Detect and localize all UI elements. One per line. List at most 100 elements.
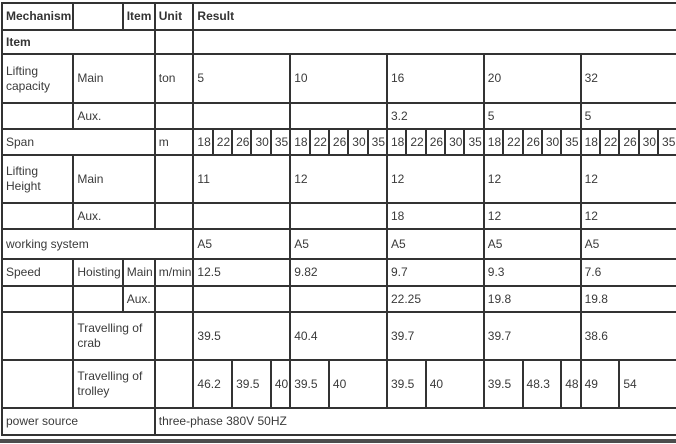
table-cell: Unit — [153, 2, 195, 31]
table-cell: 12 — [386, 154, 485, 204]
table-cell: 39.5 — [386, 359, 427, 409]
table-cell: 5 — [482, 102, 582, 130]
table-cell: Aux. — [72, 102, 156, 130]
table-cell: 32 — [579, 53, 676, 104]
table-cell: Lifting capacity — [0, 53, 75, 104]
table-cell: A5 — [192, 228, 292, 260]
table-cell: 35 — [657, 128, 676, 156]
table-cell: 39.7 — [386, 311, 485, 361]
table-cell: power source — [1, 407, 156, 436]
table-cell: 16 — [386, 53, 485, 104]
table-row: Mechanism Item Unit Result — [0, 2, 676, 31]
table-cell: 26 — [521, 128, 543, 156]
table-cell: 49 — [579, 359, 621, 409]
table-cell — [153, 202, 195, 230]
table-cell — [72, 285, 124, 313]
table-cell: 30 — [540, 128, 563, 156]
spec-table-body: Mechanism Item Unit Result Item Lifting capac… — [0, 2, 676, 436]
table-cell: Item — [121, 2, 156, 31]
table-cell: 26 — [618, 128, 640, 156]
table-cell: 9.7 — [386, 258, 485, 287]
table-cell: 22 — [598, 128, 621, 156]
table-cell: 12 — [482, 154, 582, 204]
table-cell — [153, 285, 195, 313]
table-cell: 12.5 — [192, 258, 292, 287]
table-cell: 30 — [444, 128, 466, 156]
table-cell — [0, 202, 75, 230]
table-cell — [153, 154, 195, 204]
table-cell: 30 — [637, 128, 660, 156]
table-cell: 39.5 — [192, 311, 292, 361]
table-cell: 7.6 — [579, 258, 676, 287]
table-cell — [289, 202, 388, 230]
table-row: Item — [1, 29, 676, 55]
table-cell: Speed — [0, 258, 75, 287]
table-cell: 35 — [269, 128, 292, 156]
table-cell: 12 — [289, 154, 388, 204]
table-cell: 9.3 — [482, 258, 582, 287]
table-cell: 22.25 — [386, 285, 485, 313]
table-cell — [0, 311, 75, 361]
table-cell: 35 — [463, 128, 485, 156]
table-cell: Mechanism — [0, 2, 75, 31]
table-cell: 26 — [424, 128, 447, 156]
table-cell: 39.5 — [482, 359, 524, 409]
table-row: Aux. 18 12 12 — [0, 202, 676, 230]
table-row: Lifting Height Main 11 12 12 12 12 — [0, 154, 676, 204]
table-cell: Travelling of trolley — [72, 359, 156, 409]
table-cell — [153, 359, 195, 409]
table-cell: 18 — [385, 128, 408, 156]
table-cell: 35 — [366, 128, 389, 156]
table-cell: 18 — [192, 128, 214, 156]
table-cell: m/min — [153, 258, 195, 287]
table-cell — [289, 102, 388, 130]
table-cell: Item — [1, 29, 156, 55]
table-row: Aux. 22.25 19.8 19.8 — [0, 285, 676, 313]
table-cell: A5 — [289, 228, 388, 260]
table-cell: 30 — [250, 128, 272, 156]
table-cell: 5 — [192, 53, 292, 104]
table-cell: Lifting Height — [0, 154, 75, 204]
table-cell: Travelling of crab — [72, 311, 156, 361]
table-cell: 12 — [482, 202, 582, 230]
table-cell — [0, 285, 75, 313]
table-cell: Aux. — [121, 285, 156, 313]
table-cell — [72, 2, 124, 31]
table-row: Travelling of trolley 46.2 39.5 40 39.5 40 39.… — [0, 359, 676, 409]
table-cell: 22 — [405, 128, 427, 156]
table-cell: 19.8 — [579, 285, 676, 313]
table-cell: 22 — [211, 128, 234, 156]
table-cell: 22 — [308, 128, 330, 156]
table-cell: 48.3 — [521, 359, 563, 409]
table-cell: 40 — [327, 359, 389, 409]
table-row: Lifting capacity Main ton 5 10 16 20 32 — [0, 53, 676, 104]
table-cell: 18 — [579, 128, 601, 156]
table-cell: 26 — [231, 128, 253, 156]
table-cell: working system — [0, 228, 195, 260]
table-cell: A5 — [579, 228, 676, 260]
table-cell — [192, 102, 292, 130]
table-cell: Span — [1, 128, 156, 156]
table-cell: ton — [153, 53, 195, 104]
table-cell: Main — [72, 154, 156, 204]
table-cell: 10 — [289, 53, 388, 104]
table-cell: 38.6 — [579, 311, 676, 361]
table-cell — [0, 102, 75, 130]
table-cell: 26 — [327, 128, 350, 156]
table-cell — [0, 359, 75, 409]
table-cell — [153, 102, 195, 130]
table-cell: 48 — [560, 359, 582, 409]
table-cell: three-phase 380V 50HZ — [153, 407, 676, 436]
table-cell: 5 — [579, 102, 676, 130]
table-cell: 39.5 — [231, 359, 272, 409]
table-cell: 20 — [482, 53, 582, 104]
table-cell: 40.4 — [289, 311, 388, 361]
table-cell — [192, 202, 292, 230]
table-cell: 9.82 — [289, 258, 388, 287]
table-cell: 18 — [386, 202, 485, 230]
spec-table: Mechanism Item Unit Result Item Lifting capac… — [0, 2, 676, 436]
table-cell: 12 — [579, 202, 676, 230]
table-cell: Main — [72, 53, 156, 104]
table-cell: 11 — [192, 154, 292, 204]
table-cell: 12 — [579, 154, 676, 204]
